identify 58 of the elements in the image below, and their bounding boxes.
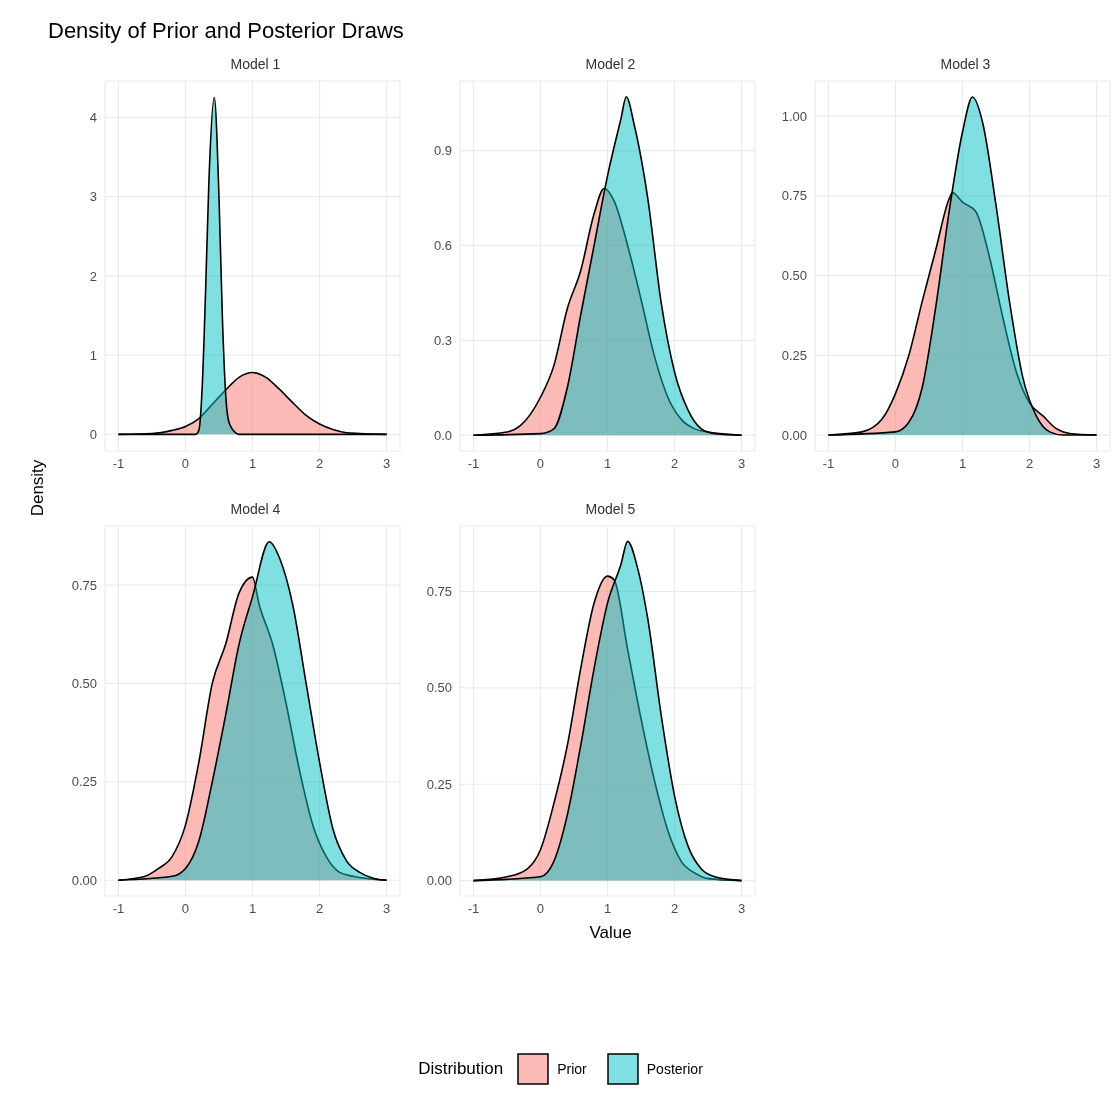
y-tick-label: 0.0 <box>433 427 452 443</box>
legend-title: Distribution <box>418 1059 504 1079</box>
y-tick-label: 0 <box>89 426 97 442</box>
x-tick-label: 2 <box>315 456 324 472</box>
y-tick-label: 3 <box>89 189 97 205</box>
x-tick-label: 3 <box>737 901 746 917</box>
y-tick-label: 1 <box>89 347 97 363</box>
x-tick-label: 0 <box>536 456 545 472</box>
x-tick-label: 1 <box>958 456 967 472</box>
x-tick-label: 0 <box>181 456 190 472</box>
x-tick-label: 2 <box>670 901 679 917</box>
y-tick-label: 0.6 <box>433 238 452 254</box>
x-tick-label: 2 <box>1025 456 1034 472</box>
y-tick-label: 0.25 <box>426 776 452 792</box>
legend-label: Prior <box>557 1061 587 1077</box>
x-tick-label: 3 <box>737 456 746 472</box>
x-tick-label: 1 <box>603 901 612 917</box>
text: Density of Prior and Posterior Draws <box>48 18 404 44</box>
chart-title: Model 4 <box>229 501 282 519</box>
x-tick-label: -1 <box>822 456 835 472</box>
y-tick-label: 0.3 <box>433 332 452 348</box>
y-tick-label: 2 <box>89 268 97 284</box>
x-tick-label: -1 <box>112 901 125 917</box>
x-tick-label: 0 <box>536 901 545 917</box>
x-tick-label: -1 <box>112 456 125 472</box>
y-tick-label: 1.00 <box>781 108 807 124</box>
x-tick-label: 3 <box>382 901 391 917</box>
y-tick-label: 0.00 <box>781 427 807 443</box>
y-tick-label: 0.25 <box>781 347 807 363</box>
x-tick-label: -1 <box>467 901 480 917</box>
chart-title: Model 3 <box>939 56 992 74</box>
x-tick-label: 0 <box>891 456 900 472</box>
chart-title: Model 1 <box>229 56 282 74</box>
y-tick-label: 0.50 <box>426 680 452 696</box>
chart-title: Model 5 <box>584 501 637 519</box>
y-tick-label: 0.50 <box>71 676 97 692</box>
y-tick-label: 0.25 <box>71 774 97 790</box>
x-tick-label: 3 <box>382 456 391 472</box>
legend-label: Posterior <box>646 1061 703 1077</box>
x-tick-label: 2 <box>670 456 679 472</box>
x-tick-label: 0 <box>181 901 190 917</box>
y-axis-title: Density <box>28 458 48 519</box>
y-tick-label: 0.00 <box>71 872 97 888</box>
x-tick-label: 2 <box>315 901 324 917</box>
x-axis-title: Value <box>588 923 633 943</box>
x-tick-label: 1 <box>248 456 257 472</box>
x-tick-label: 1 <box>603 456 612 472</box>
x-tick-label: 1 <box>248 901 257 917</box>
chart-title: Model 2 <box>584 56 637 74</box>
y-tick-label: 0.75 <box>426 584 452 600</box>
y-tick-label: 4 <box>89 110 97 126</box>
y-tick-label: 0.75 <box>781 188 807 204</box>
y-tick-label: 0.50 <box>781 268 807 284</box>
y-tick-label: 0.00 <box>426 873 452 889</box>
y-tick-label: 0.9 <box>433 143 452 159</box>
y-tick-label: 0.75 <box>71 577 97 593</box>
x-tick-label: -1 <box>467 456 480 472</box>
x-tick-label: 3 <box>1092 456 1101 472</box>
